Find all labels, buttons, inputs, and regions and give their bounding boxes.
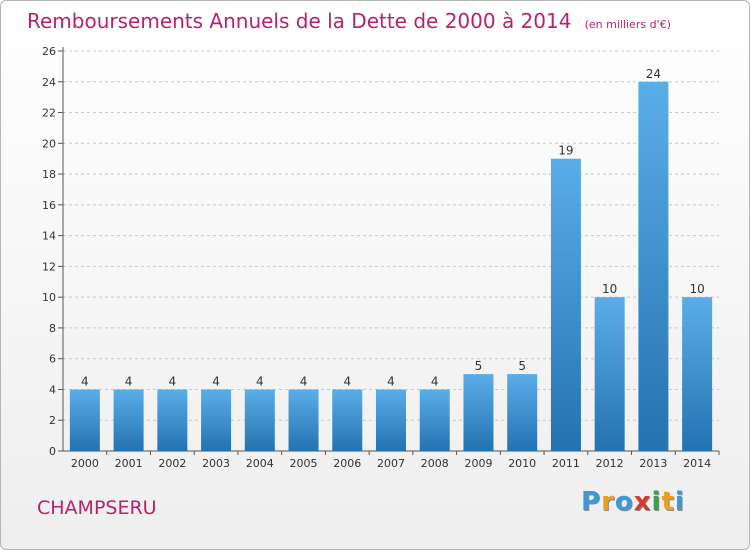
y-tick-label: 26 [42,45,56,58]
bar [594,297,625,451]
x-tick-label: 2007 [377,457,405,470]
y-tick-label: 0 [49,445,56,458]
bar [463,374,494,451]
bar [288,389,319,451]
logo-letter: P [581,487,602,517]
bar-value-label: 4 [81,374,89,388]
bar-value-label: 4 [343,374,351,388]
chart-title: Remboursements Annuels de la Dette de 20… [27,9,572,33]
bar-value-label: 10 [689,282,704,296]
bars [69,81,713,452]
bar-value-label: 4 [300,374,308,388]
x-tick-label: 2008 [421,457,449,470]
y-tick-label: 4 [49,383,56,396]
bar [69,389,100,451]
y-tick-label: 10 [42,291,56,304]
commune-name: CHAMPSERU [37,497,157,519]
y-tick-label: 20 [42,137,56,150]
x-tick-label: 2006 [333,457,361,470]
logo-letter: i [651,487,662,517]
y-tick-label: 8 [49,322,56,335]
x-tick-label: 2012 [596,457,624,470]
x-tick-label: 2005 [290,457,318,470]
bar-value-label: 10 [602,282,617,296]
x-tick-label: 2013 [639,457,667,470]
bar [682,297,713,451]
x-tick-label: 2001 [115,457,143,470]
x-tick-label: 2010 [508,457,536,470]
labels: 0246810121416182022242642000420014200242… [42,45,711,470]
logo-letter: o [614,487,634,517]
bar [419,389,450,451]
logo-letter: t [661,487,675,517]
y-tick-label: 24 [42,76,56,89]
chart-title-block: Remboursements Annuels de la Dette de 20… [27,9,671,33]
bar [550,158,581,451]
proxiti-logo: Proxiti [581,487,685,517]
x-tick-label: 2002 [158,457,186,470]
y-tick-label: 14 [42,230,56,243]
bar-value-label: 4 [387,374,395,388]
logo-letter: x [633,487,652,517]
bar-value-label: 4 [212,374,220,388]
x-tick-label: 2004 [246,457,274,470]
y-tick-label: 2 [49,414,56,427]
bar [332,389,363,451]
x-tick-label: 2011 [552,457,580,470]
logo-letter: i [674,487,685,517]
y-tick-label: 12 [42,260,56,273]
x-tick-label: 2000 [71,457,99,470]
bar-value-label: 5 [475,359,483,373]
chart-unit: (en milliers d'€) [584,18,671,31]
x-tick-label: 2009 [464,457,492,470]
bar-value-label: 5 [518,359,526,373]
bar-value-label: 4 [256,374,264,388]
bar [507,374,538,451]
bar [244,389,275,451]
x-tick-label: 2014 [683,457,711,470]
bar [201,389,232,451]
y-tick-label: 18 [42,168,56,181]
bar [376,389,406,451]
bar-value-label: 24 [646,67,661,81]
bar-value-label: 4 [431,374,439,388]
bar-value-label: 19 [558,144,573,158]
x-tick-label: 2003 [202,457,230,470]
bar [157,389,188,451]
y-tick-label: 6 [49,353,56,366]
logo-letter: r [601,487,615,517]
y-tick-label: 16 [42,199,56,212]
bar-value-label: 4 [125,374,133,388]
bar [638,81,669,452]
bar [113,389,144,451]
y-tick-label: 22 [42,107,56,120]
bar-value-label: 4 [169,374,177,388]
